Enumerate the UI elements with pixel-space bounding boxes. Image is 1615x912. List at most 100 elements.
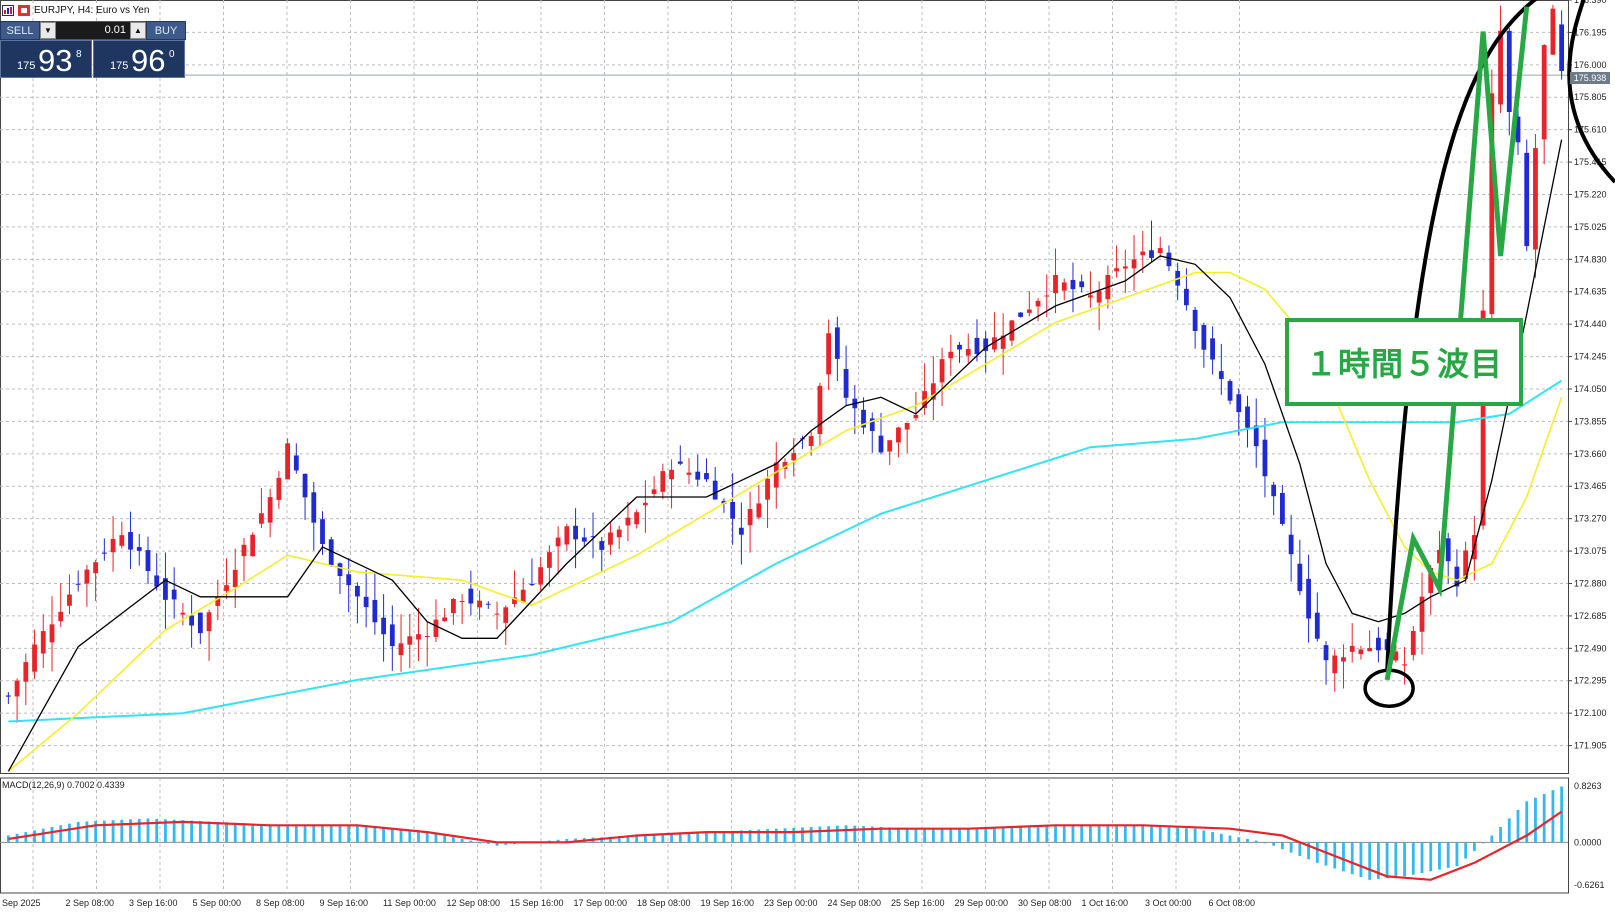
bull-candle [992, 337, 997, 350]
bear-candle [695, 471, 701, 480]
bull-candle [1437, 549, 1442, 564]
bull-candle [110, 538, 116, 553]
bull-candle [1026, 309, 1032, 313]
macd-histogram-bar [565, 838, 569, 843]
bull-candle [1053, 274, 1058, 294]
macd-histogram-bar [68, 823, 71, 843]
bull-candle [625, 517, 631, 526]
time-tick-label: 6 Oct 08:00 [1209, 898, 1256, 908]
macd-histogram-bar [172, 819, 176, 843]
bear-candle [1262, 439, 1268, 477]
lot-size-input[interactable]: 0.01 [104, 24, 126, 36]
macd-histogram-bar [1132, 825, 1136, 843]
macd-histogram-bar [399, 829, 403, 843]
bull-candle [808, 436, 814, 446]
lot-decrease-icon[interactable]: ▼ [40, 22, 56, 39]
price-tick-label: 174.050 [1574, 384, 1607, 394]
bull-candle [84, 569, 90, 584]
macd-histogram-bar [1158, 826, 1162, 843]
bull-candle [276, 477, 282, 500]
bear-candle [1070, 279, 1076, 290]
macd-histogram-bar [1394, 842, 1398, 878]
macd-histogram-bar [966, 828, 970, 843]
bear-candle [293, 455, 299, 471]
bear-candle [1524, 152, 1530, 247]
bear-candle [1245, 406, 1250, 428]
bull-candle [1114, 268, 1119, 272]
macd-histogram-bar [260, 824, 263, 843]
macd-histogram-bar [50, 826, 54, 843]
macd-histogram-bar [1429, 842, 1433, 872]
bear-candle [581, 537, 587, 542]
macd-histogram-bar [766, 829, 769, 843]
macd-histogram-bar [914, 828, 918, 843]
bull-candle [424, 635, 430, 637]
macd-histogram-bar [626, 835, 630, 843]
bull-candle [634, 512, 640, 525]
sell-button[interactable]: SELL [0, 21, 40, 40]
macd-histogram-bar [1534, 797, 1537, 843]
macd-histogram-bar [364, 826, 368, 843]
ma-fast-line [7, 139, 1563, 772]
macd-histogram-bar [1106, 825, 1110, 843]
macd-histogram-bar [1115, 825, 1118, 843]
price-tick-label: 176.195 [1574, 27, 1607, 37]
macd-histogram-bar [1054, 825, 1057, 843]
chart-window-icon [2, 4, 14, 16]
bear-candle [1184, 288, 1189, 306]
lot-increase-icon[interactable]: ▲ [130, 22, 146, 39]
macd-histogram-bar [1237, 837, 1241, 843]
macd-histogram-bar [879, 826, 883, 843]
drawn-arc-line [1385, 0, 1615, 672]
macd-histogram-bar [434, 833, 438, 843]
macd-histogram-bar [390, 828, 394, 843]
macd-histogram-bar [251, 823, 255, 843]
wave-line [1384, 6, 1530, 681]
one-click-trading-panel: EURJPY, H4: Euro vs Yen SELL ▼ 0.01 ▲ BU… [0, 0, 186, 80]
bull-candle [564, 526, 570, 545]
macd-histogram-bar [286, 825, 290, 843]
macd-histogram-bar [181, 820, 185, 843]
bear-candle [171, 589, 177, 600]
price-tick-label: 175.805 [1574, 92, 1607, 102]
current-price-tag: 175.938 [1570, 72, 1610, 84]
time-tick-label: 8 Sep 08:00 [256, 898, 305, 908]
macd-histogram-bar [1263, 842, 1267, 844]
bear-candle [1018, 312, 1024, 317]
bear-candle [1192, 309, 1198, 331]
bull-candle [1358, 649, 1364, 655]
macd-histogram-bar [225, 822, 228, 843]
macd-histogram-bar [844, 825, 848, 843]
sell-price-button[interactable]: 175 93 8 [0, 40, 92, 78]
buy-button[interactable]: BUY [146, 21, 186, 40]
bear-candle [869, 418, 875, 431]
bear-candle [834, 327, 840, 359]
macd-histogram-bar [853, 825, 857, 843]
macd-histogram-bar [958, 828, 961, 843]
bear-candle [101, 552, 107, 554]
macd-histogram-bar [731, 830, 735, 843]
macd-signal-line [8, 810, 1563, 881]
macd-histogram-bar [1307, 842, 1310, 860]
time-tick-label: 18 Sep 08:00 [637, 898, 691, 908]
time-tick-label: 24 Sep 08:00 [828, 898, 882, 908]
wave-annotation-text: １時間５波目 [1304, 345, 1503, 383]
bull-candle [1157, 248, 1163, 254]
macd-histogram-bar [1490, 835, 1494, 843]
bull-candle [1061, 282, 1067, 291]
macd-histogram-bar [757, 829, 761, 843]
bear-candle [154, 575, 160, 587]
bear-candle [1227, 381, 1233, 401]
macd-histogram-bar [1019, 826, 1023, 843]
bull-candle [660, 471, 666, 492]
macd-histogram-bar [504, 842, 508, 845]
bull-candle [1096, 290, 1102, 303]
sell-price-big: 93 [38, 43, 73, 78]
bull-candle [1498, 30, 1503, 105]
buy-price-sup: 0 [169, 49, 175, 60]
macd-histogram-bar [198, 821, 202, 843]
bull-candle [40, 631, 46, 654]
macd-histogram-bar [1089, 825, 1092, 843]
buy-price-button[interactable]: 175 96 0 [93, 40, 185, 78]
